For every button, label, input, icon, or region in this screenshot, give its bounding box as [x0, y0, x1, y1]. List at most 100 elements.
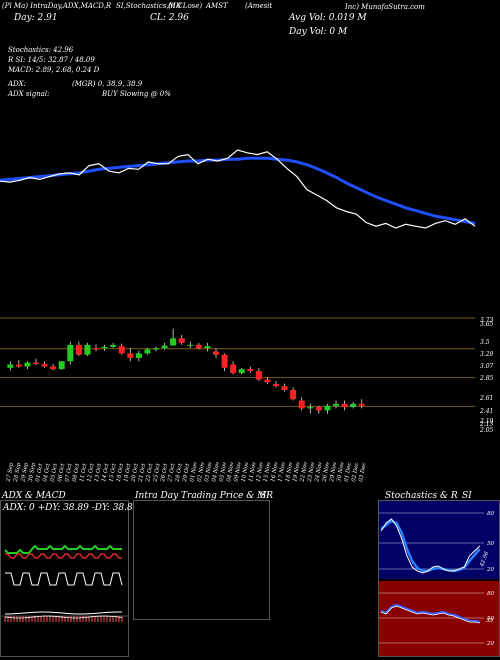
candle-body — [7, 364, 14, 368]
candle-body — [24, 362, 31, 367]
day-label: Day: 2.91 — [14, 13, 58, 23]
date-tick-label: 15 Nov — [263, 461, 273, 483]
date-tick-label: 22 Nov — [299, 461, 309, 484]
date-tick-label: 05 Oct — [50, 462, 59, 482]
candle-body — [247, 369, 254, 372]
candle-body — [58, 361, 65, 370]
header-line1: (Pl Ma) IntraDay,ADX,MACD,R — [2, 2, 112, 10]
price-tick-label: 2.61 — [479, 395, 493, 402]
date-tick-label: 14 Oct — [101, 462, 110, 482]
candle-body — [15, 364, 22, 367]
candle-body — [358, 403, 365, 406]
date-tick-label: 18 Oct — [116, 462, 125, 482]
adx-signal-label: ADX signal: — [8, 90, 50, 98]
price-tick-label: 3.29 — [480, 351, 494, 358]
date-tick-label: 16 Nov — [270, 461, 280, 483]
candle-body — [281, 386, 288, 391]
date-tick-label: 13 Oct — [94, 462, 103, 482]
date-tick-label: 05 Nov — [219, 461, 229, 483]
date-tick-label: 21 Oct — [138, 462, 147, 483]
date-tick-label: 30 Sep — [28, 462, 37, 483]
intraday-panel-title: Intra Day Trading Price & MR — [135, 491, 274, 501]
candle-body — [118, 346, 125, 354]
date-tick-label: 19 Oct — [123, 462, 132, 482]
header-company-1: (Amesit — [245, 2, 273, 10]
candle-body — [255, 371, 262, 380]
candle-body — [230, 364, 237, 374]
stoch-axis-label: 20 — [486, 567, 494, 573]
date-tick-label: 03 Nov — [204, 461, 214, 483]
adx-minus-di-line — [5, 553, 122, 559]
header-ticker: AMST — [206, 2, 228, 10]
adx-plus-di-line — [4, 544, 122, 554]
adx-line — [5, 572, 123, 586]
candle-body — [195, 344, 202, 349]
price-tick-label: 3.07 — [480, 363, 494, 370]
candle-body — [67, 344, 74, 362]
date-tick-label: 29 Nov — [329, 461, 339, 484]
date-tick-label: 28 Sep — [13, 462, 23, 483]
date-tick-label: 29 Sep — [20, 462, 30, 483]
header-line3: (ll CLose) — [168, 2, 203, 10]
date-tick-label: 03 Dec — [358, 462, 367, 482]
adx-panel: ADX: 0 +DY: 38.89 -DY: 38.89 — [0, 500, 138, 657]
candle-body — [307, 407, 314, 409]
main-chart: 3.733.653.53.293.072.852.612.412.192.132… — [0, 149, 494, 484]
price-tick-label: 3.65 — [480, 321, 494, 328]
date-tick-label: 20 Oct — [130, 462, 139, 483]
candle-body — [178, 338, 185, 343]
macd-line — [4, 615, 123, 619]
stochastics-readout: Stochastics: 42.96 — [8, 46, 74, 54]
stoch-panel-title: Stochastics & R — [385, 491, 458, 501]
date-tick-label: 08 Nov — [226, 461, 236, 483]
date-tick-label: 11 Nov — [248, 461, 258, 483]
candle-body — [170, 338, 177, 346]
date-tick-label: 04 Oct — [42, 462, 51, 482]
ma-line — [0, 156, 476, 225]
date-tick-label: 27 Oct — [167, 462, 176, 483]
rsi-value-label: 33 — [486, 618, 493, 624]
candle-body — [315, 407, 322, 411]
avg-volume: Avg Vol: 0.019 M — [289, 13, 367, 23]
candle-body — [110, 344, 117, 347]
date-tick-label: 01 Dec — [344, 462, 353, 482]
price-tick-label: 2.41 — [479, 408, 493, 415]
date-tick-label: 25 Oct — [152, 462, 161, 483]
date-tick-label: 02 Dec — [351, 462, 360, 482]
date-tick-label: 15 Oct — [109, 462, 118, 482]
price-line — [0, 149, 476, 229]
date-tick-label: 18 Nov — [285, 461, 295, 483]
candle-body — [153, 348, 159, 350]
buy-slowing: BUY Slowing @ 0% — [102, 90, 171, 98]
price-tick-label: 2.19 — [479, 418, 494, 425]
candle-body — [350, 403, 357, 408]
stoch-k-line — [380, 518, 481, 574]
date-tick-label: 02 Nov — [197, 461, 207, 483]
macd-signal-line — [4, 611, 123, 615]
macd-readout: MACD: 2.89, 2.68, 0.24 D — [8, 66, 100, 74]
price-tick-label: 2.05 — [479, 427, 494, 434]
date-tick-label: 24 Nov — [314, 461, 324, 484]
date-tick-label: 29 Oct — [182, 462, 191, 483]
candle-body — [273, 384, 279, 387]
candle-body — [127, 353, 134, 358]
day-volume: Day Vol: 0 M — [289, 27, 348, 37]
date-tick-label: 30 Nov — [336, 461, 346, 483]
candle-body — [341, 403, 348, 408]
stoch-axis-label: 50 — [487, 541, 494, 547]
candle-body — [264, 379, 271, 383]
date-tick-label: 26 Nov — [321, 461, 331, 484]
stoch-d-line — [380, 519, 481, 573]
date-tick-label: 19 Nov — [292, 461, 302, 483]
date-tick-label: 07 Oct — [65, 462, 74, 482]
candle-body — [204, 346, 211, 349]
candle-body — [187, 344, 194, 346]
date-tick-label: 08 Oct — [72, 462, 81, 482]
stoch-value-label: 42.96 — [479, 550, 491, 568]
candle-body — [290, 390, 297, 400]
candle-body — [298, 400, 305, 409]
date-tick-label: 06 Oct — [57, 462, 66, 482]
intraday-panel-si: SI — [260, 491, 270, 501]
candle-body — [41, 363, 48, 367]
